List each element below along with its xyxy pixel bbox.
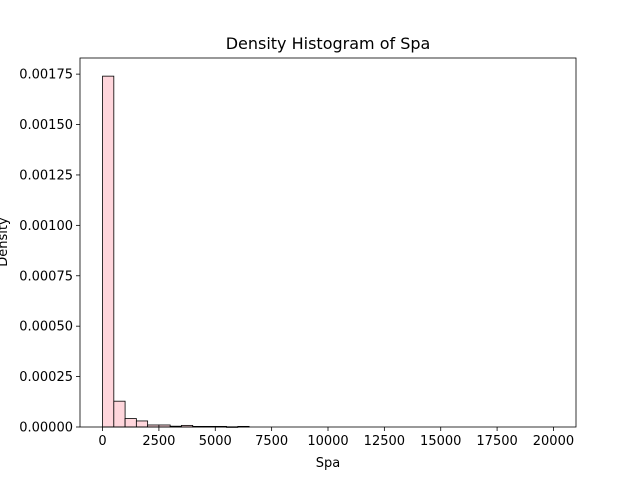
x-tick-label-3: 7500	[255, 434, 288, 449]
bars-layer	[102, 75, 250, 428]
x-tick-label-5: 12500	[364, 434, 405, 449]
x-tick-label-8: 20000	[533, 434, 574, 449]
x-axis-ticks: 0 2500 5000 7500 10000 12500 15000 17500 20000	[98, 427, 574, 449]
y-tick-label-5: 0.00125	[19, 168, 73, 183]
y-tick-label-2: 0.00050	[19, 320, 73, 335]
y-tick-label-7: 0.00175	[19, 68, 73, 83]
histogram-bar-2	[124, 418, 137, 428]
y-tick-label-0: 0.00000	[19, 421, 73, 436]
x-tick-label-7: 17500	[476, 434, 517, 449]
x-tick-label-6: 15000	[420, 434, 461, 449]
x-tick-label-1: 2500	[142, 434, 175, 449]
histogram-bar-0	[102, 75, 115, 428]
x-tick-label-4: 10000	[307, 434, 348, 449]
y-tick-label-1: 0.00025	[19, 370, 73, 385]
y-axis-ticks: 0.00000 0.00025 0.00050 0.00075 0.00100 0.001…	[19, 68, 80, 436]
y-tick-label-6: 0.00150	[19, 118, 73, 133]
x-tick-label-0: 0	[98, 434, 106, 449]
y-tick-label-4: 0.00100	[19, 219, 73, 234]
chart-title: Density Histogram of Spa	[226, 34, 431, 53]
histogram-bar-3	[135, 420, 149, 428]
y-axis-label: Density	[0, 217, 11, 267]
x-axis-label: Spa	[316, 456, 340, 471]
x-tick-label-2: 5000	[199, 434, 232, 449]
y-tick-label-3: 0.00075	[19, 269, 73, 284]
histogram-bar-1	[113, 400, 126, 428]
plot-frame	[79, 57, 577, 428]
